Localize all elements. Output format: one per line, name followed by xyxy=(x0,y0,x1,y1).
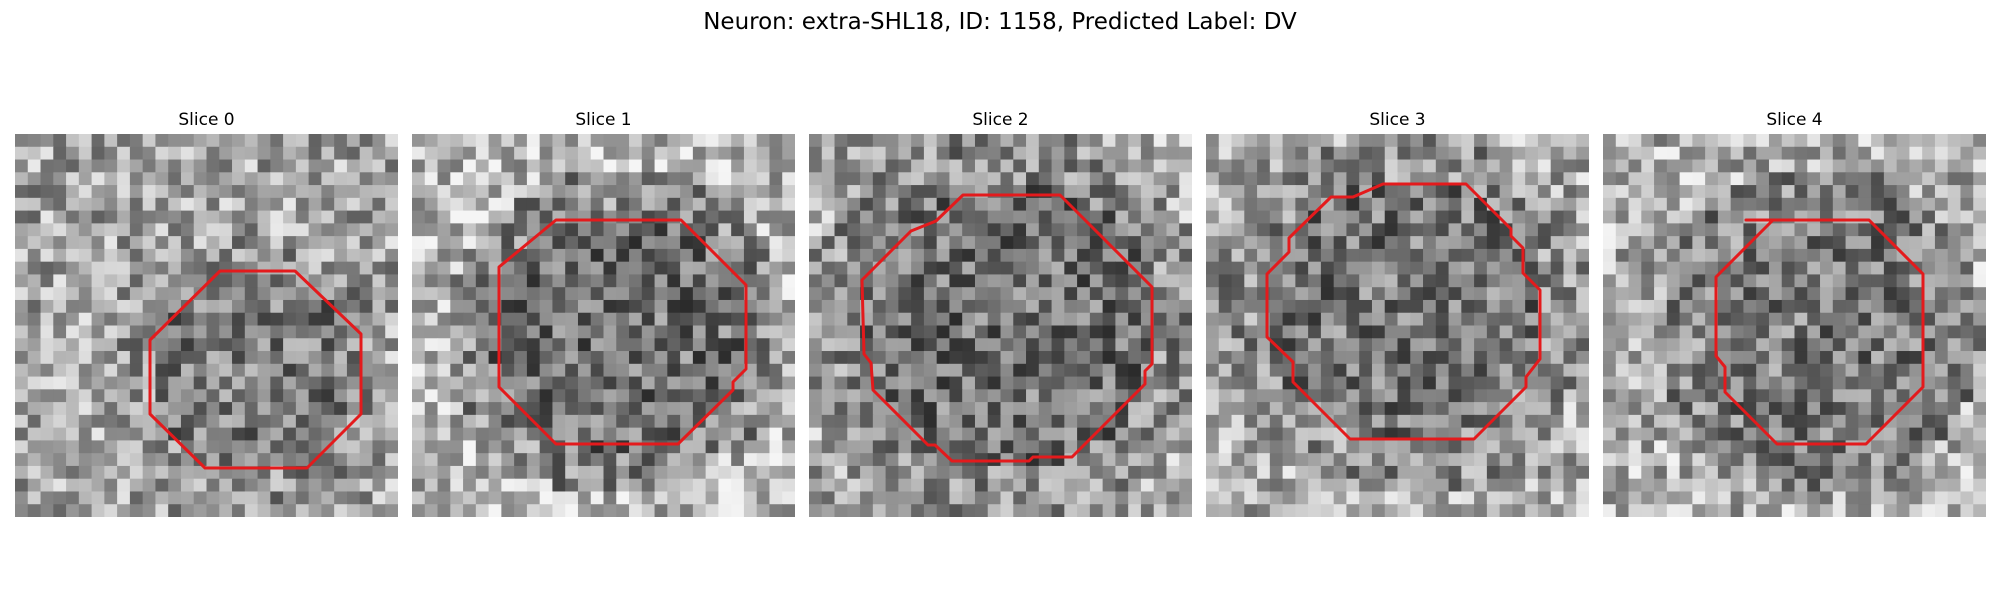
slice-2-title: Slice 2 xyxy=(972,110,1029,130)
slice-3-image xyxy=(1206,134,1589,517)
slice-panel-1: Slice 1 xyxy=(412,110,795,517)
slice-panel-0: Slice 0 xyxy=(15,110,398,517)
slice-panel-4: Slice 4 xyxy=(1603,110,1986,517)
slice-0-title: Slice 0 xyxy=(178,110,235,130)
slice-4-image xyxy=(1603,134,1986,517)
slice-1-roi-contour xyxy=(497,218,748,446)
slice-4-title: Slice 4 xyxy=(1766,110,1823,130)
slice-3-roi-contour xyxy=(1265,182,1542,441)
slice-3-title: Slice 3 xyxy=(1369,110,1426,130)
slice-panel-3: Slice 3 xyxy=(1206,110,1589,517)
slice-4-roi-contour xyxy=(1714,218,1925,446)
slice-2-roi-contour xyxy=(860,193,1154,463)
slice-0-image xyxy=(15,134,398,517)
slice-1-title: Slice 1 xyxy=(575,110,632,130)
slice-0-roi-contour xyxy=(148,269,363,470)
slice-panel-2: Slice 2 xyxy=(809,110,1192,517)
slice-2-image xyxy=(809,134,1192,517)
figure-title: Neuron: extra-SHL18, ID: 1158, Predicted… xyxy=(703,9,1297,35)
slice-1-image xyxy=(412,134,795,517)
